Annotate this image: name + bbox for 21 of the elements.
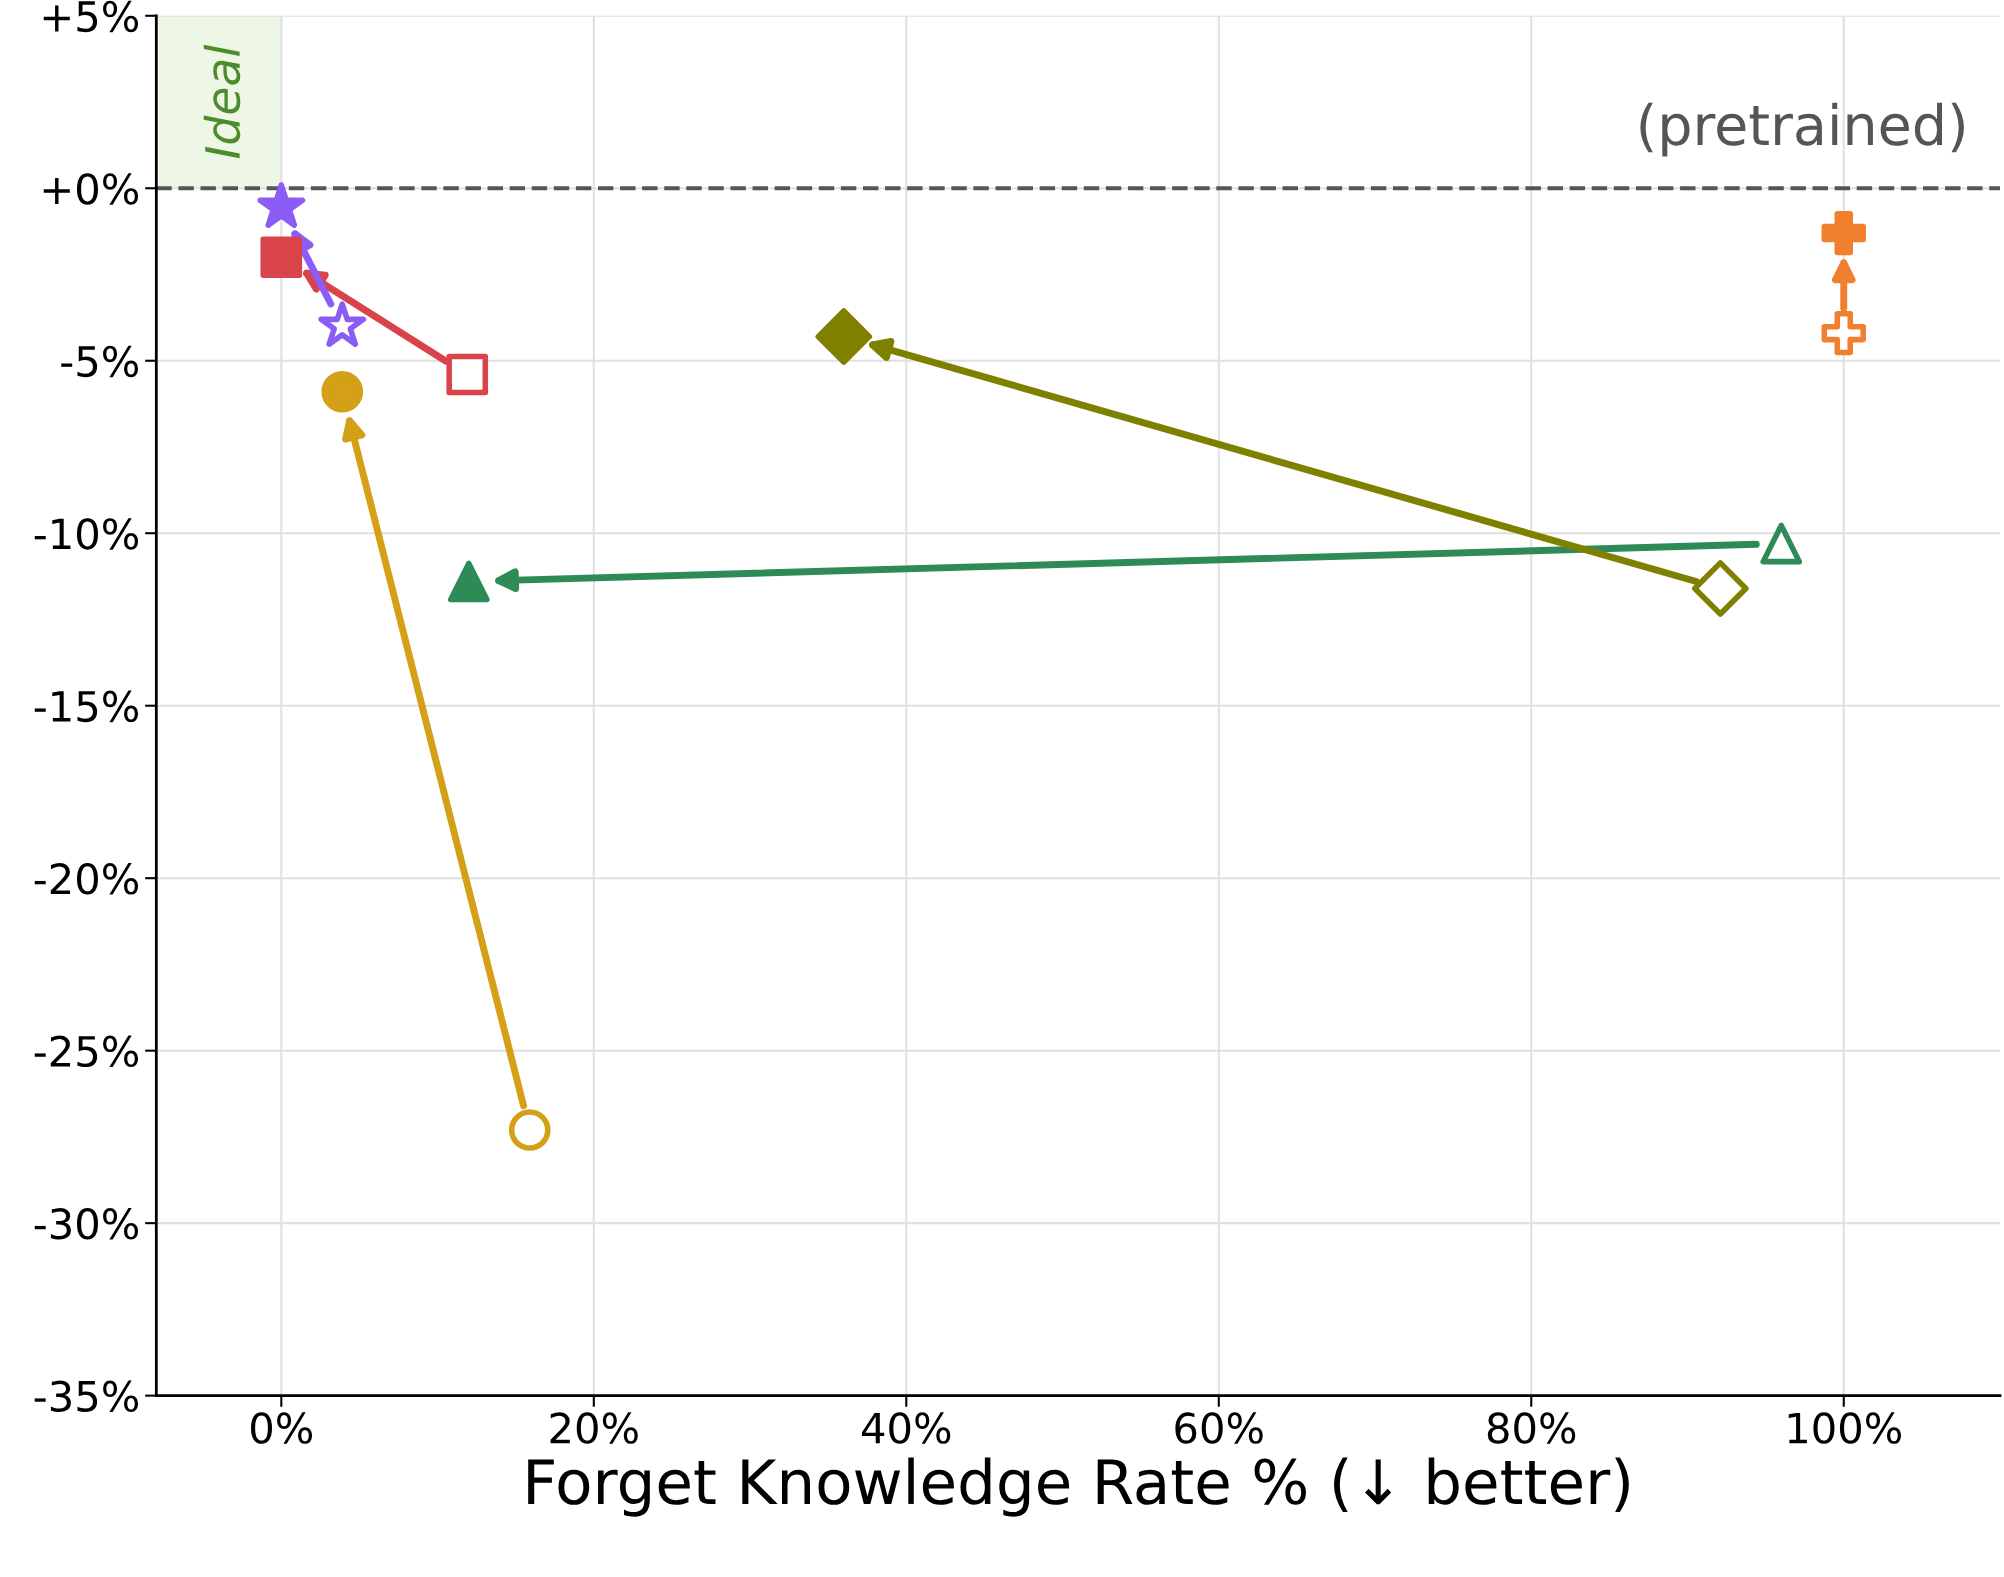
y-tick-label: -20% xyxy=(34,863,139,895)
y-tick-label: -15% xyxy=(34,690,139,723)
y-tick-label: -5% xyxy=(61,345,139,378)
band-label: Ideal xyxy=(203,44,241,159)
y-tick-label: +0% xyxy=(43,173,139,205)
point xyxy=(815,308,873,365)
x-tick-label: 60% xyxy=(1175,1412,1263,1444)
y-tick-label: +5% xyxy=(43,0,139,33)
y-tick-label: -30% xyxy=(34,1208,139,1240)
x-tick-label: 40% xyxy=(862,1412,951,1444)
point xyxy=(447,560,490,603)
y-tick-label: -35% xyxy=(34,1380,139,1413)
point xyxy=(260,236,303,279)
x-tick-label: 80% xyxy=(1487,1412,1576,1444)
x-tick-label: 0% xyxy=(251,1412,313,1444)
y-tick-label: -25% xyxy=(34,1035,139,1068)
y-tick-label: -10% xyxy=(34,518,139,550)
ref-line-label: (pretrained) xyxy=(1640,102,1964,157)
x-tick-label: 100% xyxy=(1788,1412,1902,1444)
x-tick-label: 20% xyxy=(550,1412,638,1444)
x-axis-title: Forget Knowledge Rate % (↓ better) xyxy=(528,1457,1629,1517)
